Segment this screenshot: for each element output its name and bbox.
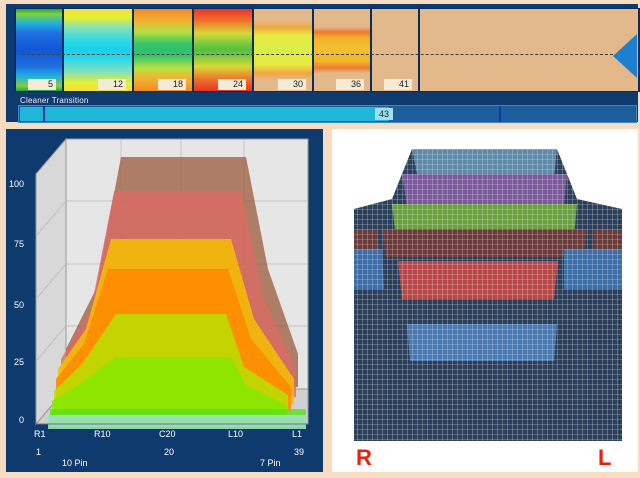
- x-board-label-r1: R1: [34, 429, 46, 439]
- segment-board-label: 18: [158, 79, 186, 90]
- lane-segment-4[interactable]: 24: [194, 9, 252, 91]
- lane-segment-2[interactable]: 12: [64, 9, 132, 91]
- x-number-label-1: 1: [36, 447, 42, 457]
- x-board-label-c20: C20: [159, 429, 176, 439]
- cleaner-transition-label: Cleaner Transition: [20, 96, 89, 105]
- oil-volume-3d-graph[interactable]: 100 75 50 25 0 R1 R10 C20 L10 L1 1 20 39…: [6, 129, 323, 472]
- x-board-label-l1: L1: [292, 429, 303, 439]
- y-tick-label: 25: [13, 357, 24, 367]
- transition-value: 43: [375, 108, 393, 120]
- segment-board-label: 41: [384, 79, 412, 90]
- lane-dry-section[interactable]: [420, 9, 638, 91]
- lane-segment-3[interactable]: 18: [134, 9, 192, 91]
- transition-start-marker[interactable]: [43, 106, 45, 122]
- lane-segment-6[interactable]: 36: [314, 9, 370, 91]
- x-number-label-20: 20: [164, 447, 175, 457]
- graph-canvas: [34, 137, 309, 429]
- lane-oil-strip[interactable]: 5 12 18 24 30 36 41: [14, 8, 640, 92]
- segment-board-label: 36: [336, 79, 364, 90]
- mesh-canvas: [354, 149, 622, 441]
- y-tick-label: 100: [8, 179, 24, 189]
- x-board-label-l10: L10: [228, 429, 244, 439]
- pin-label-7: 7 Pin: [260, 458, 281, 468]
- y-tick-label: 0: [18, 415, 24, 425]
- x-number-label-39: 39: [294, 447, 305, 457]
- oil-pattern-mesh-view[interactable]: R L: [332, 129, 638, 472]
- lane-segment-7[interactable]: 41: [372, 9, 418, 91]
- lane-segment-1[interactable]: 5: [16, 9, 62, 91]
- segment-board-label: 30: [278, 79, 306, 90]
- y-tick-label: 75: [13, 239, 24, 249]
- x-board-label-r10: R10: [94, 429, 111, 439]
- segment-board-label: 24: [218, 79, 246, 90]
- left-side-label: L: [598, 445, 612, 470]
- segment-board-label: 12: [98, 79, 126, 90]
- pin-label-10: 10 Pin: [62, 458, 88, 468]
- y-tick-label: 50: [13, 300, 24, 310]
- pin-deck-arrow-icon: [613, 34, 637, 78]
- lane-segment-5[interactable]: 30: [254, 9, 312, 91]
- transition-fill: [20, 107, 389, 121]
- segment-board-label: 5: [28, 79, 56, 90]
- cleaner-transition-slider[interactable]: 43: [18, 105, 637, 123]
- lane-center-line: [22, 54, 613, 55]
- transition-end-marker[interactable]: [499, 106, 501, 122]
- right-side-label: R: [356, 445, 372, 470]
- lane-overview-panel: 5 12 18 24 30 36 41 Cleaner Transition 4…: [6, 4, 640, 123]
